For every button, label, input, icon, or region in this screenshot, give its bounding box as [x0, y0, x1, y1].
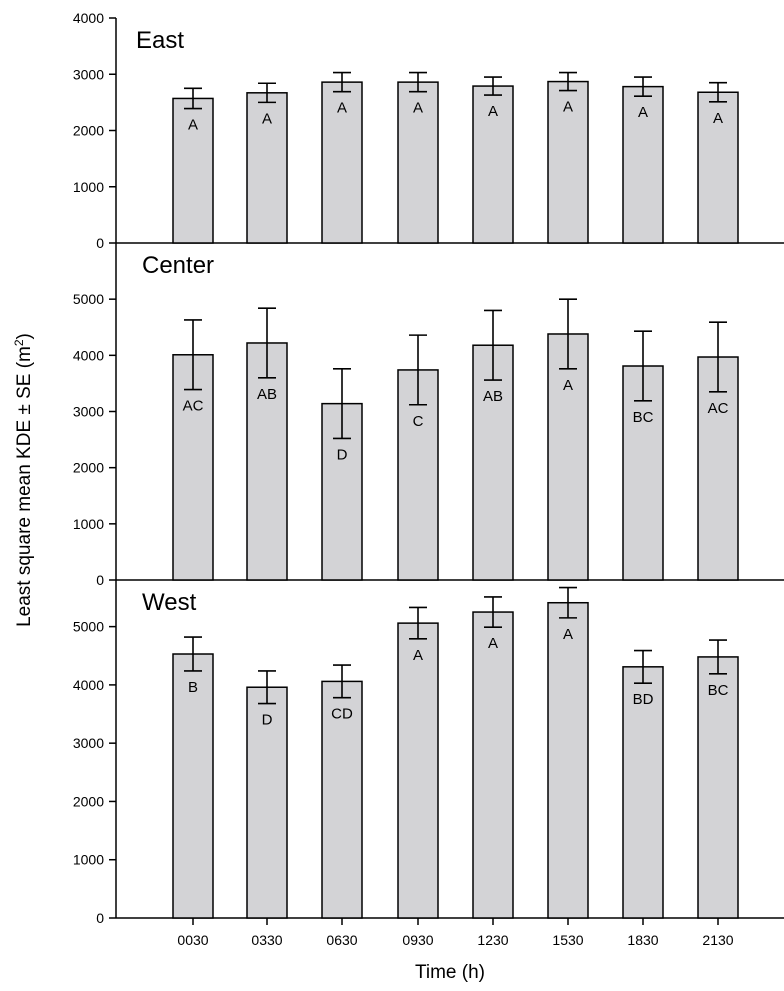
- bar: [697, 91, 739, 244]
- significance-letter: AB: [257, 386, 277, 403]
- y-tick-label: 4000: [73, 677, 104, 693]
- x-axis: 0030 0330 0630 0930 1230 1530 1830 2130: [177, 918, 734, 948]
- bar: [472, 611, 514, 919]
- y-tick-label: 3000: [73, 735, 104, 751]
- y-tick-label: 0: [96, 910, 104, 926]
- bar: [172, 97, 214, 244]
- bar: [697, 656, 739, 919]
- y-axis-title-superscript: 2: [12, 339, 26, 346]
- bar: [397, 81, 439, 244]
- y-tick-label: 1000: [73, 852, 104, 868]
- x-tick-label: 1830: [627, 932, 658, 948]
- significance-letter: A: [638, 104, 648, 121]
- y-tick-label: 2000: [73, 793, 104, 809]
- bar: [397, 622, 439, 919]
- x-tick-label: 0630: [326, 932, 357, 948]
- significance-letter: A: [188, 117, 198, 134]
- y-tick-label: 3000: [73, 66, 104, 82]
- y-tick-label: 1000: [73, 179, 104, 195]
- significance-letter: A: [488, 103, 498, 120]
- y-axis-title-main: Least square mean KDE ± SE (m: [14, 346, 35, 627]
- significance-letter: BD: [633, 691, 654, 708]
- significance-letter: D: [337, 446, 348, 463]
- significance-letter: D: [262, 712, 273, 729]
- bar: [547, 601, 589, 919]
- significance-letter: A: [563, 377, 573, 394]
- significance-letter: C: [413, 413, 424, 430]
- significance-letter: AC: [708, 400, 729, 417]
- x-tick-label: 0330: [251, 932, 282, 948]
- panel-title: East: [136, 27, 184, 54]
- bar: [321, 81, 363, 244]
- y-axis-title: Least square mean KDE ± SE (m2): [12, 333, 35, 627]
- significance-letter: A: [713, 110, 723, 127]
- y-tick-label: 5000: [73, 619, 104, 635]
- bar: [472, 85, 514, 244]
- y-tick-label: 0: [96, 235, 104, 251]
- y-tick-label: 3000: [73, 404, 104, 420]
- y-tick-label: 4000: [73, 10, 104, 26]
- bar: [547, 333, 589, 581]
- y-tick-label: 2000: [73, 123, 104, 139]
- significance-letter: A: [563, 99, 573, 116]
- bar: [172, 354, 214, 581]
- x-tick-label: 0030: [177, 932, 208, 948]
- significance-letter: BC: [708, 682, 729, 699]
- y-tick-label: 2000: [73, 460, 104, 476]
- significance-letter: A: [488, 635, 498, 652]
- x-tick-label: 1230: [477, 932, 508, 948]
- y-tick-label: 1000: [73, 516, 104, 532]
- x-tick-label: 2130: [702, 932, 733, 948]
- panel-east: 0 1000 2000 3000 4000 East A A A A A A A A: [73, 10, 784, 251]
- y-tick-label: 4000: [73, 347, 104, 363]
- chart-panels: 0 1000 2000 3000 4000 East A A A A A A A A 0 1000 2000 30…: [73, 10, 784, 926]
- panel-title: West: [142, 589, 197, 616]
- significance-letter: A: [563, 626, 573, 643]
- y-axis-title-close: ): [14, 333, 35, 339]
- bar: [472, 344, 514, 581]
- significance-letter: CD: [331, 706, 353, 723]
- bar: [172, 653, 214, 919]
- significance-letter: AB: [483, 388, 503, 405]
- significance-letter: A: [413, 647, 423, 664]
- panel-center: 0 1000 2000 3000 4000 5000 Center AC AB D C AB A BC AC: [73, 243, 784, 588]
- significance-letter: A: [413, 100, 423, 117]
- x-axis-title: Time (h): [415, 962, 485, 983]
- significance-letter: AC: [183, 398, 204, 415]
- significance-letter: A: [337, 100, 347, 117]
- panel-title: Center: [142, 252, 214, 279]
- x-tick-label: 0930: [402, 932, 433, 948]
- significance-letter: A: [262, 110, 272, 127]
- bar: [246, 342, 288, 581]
- bar: [697, 356, 739, 581]
- bar: [547, 80, 589, 244]
- bar: [622, 365, 664, 581]
- bar: [622, 85, 664, 244]
- y-tick-label: 0: [96, 572, 104, 588]
- significance-letter: B: [188, 679, 198, 696]
- significance-letter: BC: [633, 409, 654, 426]
- y-tick-label: 5000: [73, 291, 104, 307]
- x-tick-label: 1530: [552, 932, 583, 948]
